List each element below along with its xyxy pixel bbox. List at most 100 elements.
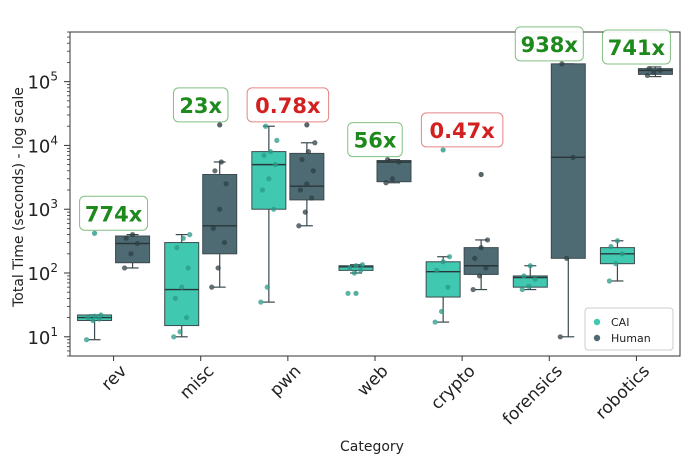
annotation-text: 774x (85, 202, 143, 226)
data-point (90, 317, 96, 324)
ratio-annotation-misc: 23x (172, 87, 229, 123)
x-tick-label-crypto: crypto (427, 361, 480, 414)
data-point (299, 156, 305, 163)
cai-box-robotics (599, 238, 635, 284)
data-point (272, 162, 278, 168)
data-point (526, 283, 532, 289)
human-box-misc (202, 122, 238, 290)
outlier-point (478, 171, 484, 178)
data-point (347, 265, 353, 271)
data-point (383, 180, 389, 186)
cai-box-forensics (512, 263, 548, 293)
data-point (267, 149, 274, 155)
data-point (483, 265, 489, 271)
annotation-text: 23x (179, 94, 222, 118)
data-point (121, 265, 128, 271)
data-point (432, 319, 438, 325)
human-box-robotics (637, 66, 673, 79)
data-point (274, 137, 280, 143)
x-tick-label-robotics: robotics (592, 361, 654, 423)
data-point (209, 284, 215, 290)
y-tick-label: 101 (27, 325, 58, 349)
data-point (128, 251, 134, 257)
cai-box-web (338, 262, 374, 296)
annotation-text: 741x (608, 36, 666, 60)
y-tick-label: 103 (27, 197, 58, 221)
human-box-crypto (463, 171, 499, 293)
data-point (345, 290, 351, 296)
legend-label-cai: CAI (611, 316, 629, 329)
data-point (212, 168, 218, 174)
data-point (174, 245, 180, 251)
cai-box-crypto (425, 147, 461, 325)
data-point (353, 263, 359, 269)
data-point (263, 123, 269, 129)
data-point (559, 61, 565, 67)
plot-body: 101 102 103 104 105 rev misc pwn web crypto forens… (27, 26, 681, 429)
x-tick-label-pwn: pwn (266, 361, 305, 400)
data-point (261, 152, 267, 158)
human-box-forensics (550, 61, 586, 340)
data-point (123, 235, 129, 241)
data-point (445, 284, 451, 290)
data-point (91, 313, 98, 319)
data-point (177, 329, 183, 335)
data-point (396, 159, 402, 165)
box-iqr (164, 242, 200, 327)
box-iqr (463, 247, 499, 275)
data-point (606, 278, 613, 284)
plot-frame (69, 31, 681, 357)
box-iqr (550, 63, 586, 259)
data-point (312, 140, 318, 146)
box-iqr (289, 152, 325, 201)
box-iqr (599, 247, 635, 265)
ratio-annotation-pwn: 0.78x (246, 87, 330, 123)
data-point (557, 334, 563, 340)
annotation-text: 56x (354, 129, 397, 153)
data-point (434, 267, 440, 273)
y-tick-label: 104 (27, 133, 58, 157)
data-point (519, 286, 525, 293)
data-point (179, 284, 185, 290)
data-point (310, 168, 316, 174)
data-point (614, 238, 621, 244)
annotation-text: 0.47x (429, 119, 495, 143)
data-point (187, 232, 193, 238)
outlier-point (440, 147, 446, 153)
data-point (470, 286, 476, 293)
legend-label-human: Human (611, 332, 651, 345)
data-point (271, 206, 277, 212)
ratio-annotation-forensics: 938x (514, 26, 584, 62)
data-point (134, 240, 140, 247)
data-point (215, 265, 221, 271)
data-point (85, 314, 91, 321)
legend-frame (584, 307, 674, 351)
box-iqr (425, 261, 461, 298)
data-point (440, 259, 446, 265)
y-tick-label: 102 (27, 261, 58, 285)
data-point (478, 245, 484, 251)
x-tick-label-rev: rev (98, 361, 131, 394)
data-point (264, 284, 270, 290)
box-iqr (376, 160, 412, 183)
legend-marker-cai (593, 318, 601, 326)
data-point (472, 255, 478, 261)
data-point (217, 206, 223, 212)
data-point (129, 232, 136, 238)
data-point (484, 237, 491, 243)
ratio-annotation-robotics: 741x (601, 29, 671, 65)
annotation-box (514, 26, 584, 62)
box-iqr (115, 235, 151, 264)
data-point (185, 265, 191, 271)
data-point (171, 334, 177, 340)
data-point (304, 181, 310, 187)
y-axis-title: Total Time (seconds) - log scale (11, 87, 27, 308)
annotation-box (172, 87, 229, 123)
data-point (172, 295, 178, 301)
data-point (389, 176, 395, 182)
annotation-box (347, 122, 403, 158)
cai-box-pwn (251, 123, 287, 305)
annotation-box (246, 87, 330, 123)
data-point (564, 255, 570, 261)
